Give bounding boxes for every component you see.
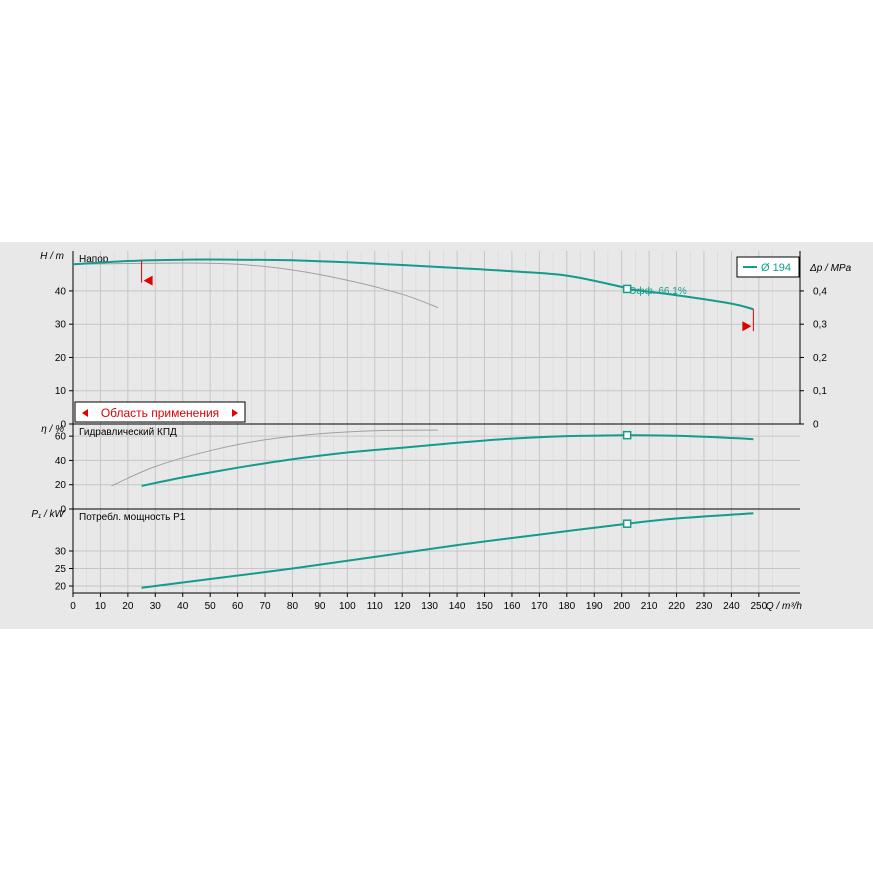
y-tick-label: 20 xyxy=(55,582,67,593)
reference-curve xyxy=(72,262,439,309)
x-tick-label: 30 xyxy=(150,601,162,612)
range-max-arrow xyxy=(742,321,752,332)
x-tick-label: 220 xyxy=(668,601,685,612)
x-tick-label: 20 xyxy=(122,601,134,612)
y-tick-label: 30 xyxy=(55,320,67,331)
y-tick-label: 25 xyxy=(55,564,67,575)
y-tick-label: 20 xyxy=(55,353,67,364)
right-tick-label: 0,1 xyxy=(813,386,827,397)
right-axis-label: Δp / MPa xyxy=(809,263,852,274)
range-box-left-arrow xyxy=(82,409,88,417)
y-tick-label: 10 xyxy=(55,386,67,397)
panel-title: Напор xyxy=(79,254,109,265)
x-tick-label: 140 xyxy=(449,601,466,612)
y-axis-label: η / % xyxy=(41,424,64,435)
x-tick-label: 40 xyxy=(177,601,189,612)
y-tick-label: 40 xyxy=(55,456,67,467)
legend-label: Ø 194 xyxy=(761,262,791,274)
range-min-arrow xyxy=(143,275,153,286)
x-tick-label: 0 xyxy=(70,601,76,612)
right-tick-label: 0,4 xyxy=(813,286,827,297)
y-tick-label: 60 xyxy=(55,432,67,443)
x-tick-label: 70 xyxy=(259,601,271,612)
operating-point-marker xyxy=(622,284,632,294)
x-tick-label: 160 xyxy=(504,601,521,612)
x-tick-label: 180 xyxy=(558,601,575,612)
pump-curve-svg: 0 10 20 30 40 H / m Напор 0 0,1 0,2 0,3 0,4 Δp / MPa… xyxy=(31,251,852,612)
x-tick-label: 240 xyxy=(723,601,740,612)
x-tick-label: 190 xyxy=(586,601,603,612)
y-axis-label: H / m xyxy=(40,251,64,262)
x-tick-label: 130 xyxy=(421,601,438,612)
series-line-power xyxy=(141,512,754,589)
x-tick-label: 90 xyxy=(314,601,326,612)
x-tick-label: 150 xyxy=(476,601,493,612)
x-tick-label: 100 xyxy=(339,601,356,612)
right-tick-label: 0 xyxy=(813,420,819,431)
series-line-efficiency xyxy=(141,434,754,487)
x-tick-label: 50 xyxy=(205,601,217,612)
panel-title: Гидравлический КПД xyxy=(79,427,177,438)
x-tick-label: 230 xyxy=(696,601,713,612)
efficiency-annotation: Эфф. 66,1% xyxy=(629,285,687,297)
range-box xyxy=(74,401,246,423)
x-tick-label: 210 xyxy=(641,601,658,612)
right-tick-label: 0,2 xyxy=(813,353,827,364)
panel-title: Потребл. мощность P1 xyxy=(79,511,186,523)
range-box-right-arrow xyxy=(232,409,238,417)
x-tick-label: 200 xyxy=(613,601,630,612)
y-tick-label: 0 xyxy=(60,505,66,516)
y-tick-label: 20 xyxy=(55,480,67,491)
y-axis-label: P₁ / kW xyxy=(31,509,65,520)
x-tick-label: 110 xyxy=(367,601,383,612)
x-tick-label: 250 xyxy=(751,601,768,612)
x-tick-label: 120 xyxy=(394,601,411,612)
pump-curve-chart: 0 10 20 30 40 H / m Напор 0 0,1 0,2 0,3 0,4 Δp / MPa… xyxy=(0,242,873,629)
operating-point-marker xyxy=(622,430,632,440)
x-tick-label: 80 xyxy=(287,601,299,612)
right-tick-label: 0,3 xyxy=(813,320,827,331)
series-line-head xyxy=(72,258,754,311)
operating-point-marker xyxy=(622,519,632,528)
y-tick-label: 40 xyxy=(55,286,67,297)
x-axis-label: Q / m³/h xyxy=(766,601,803,612)
y-tick-label: 0 xyxy=(60,420,66,431)
y-tick-label: 30 xyxy=(55,547,67,558)
x-tick-label: 10 xyxy=(95,601,107,612)
x-tick-label: 170 xyxy=(531,601,548,612)
reference-curve xyxy=(111,429,438,487)
legend-box xyxy=(736,256,800,278)
x-tick-label: 60 xyxy=(232,601,244,612)
range-of-application-label: Область применения xyxy=(101,406,219,420)
